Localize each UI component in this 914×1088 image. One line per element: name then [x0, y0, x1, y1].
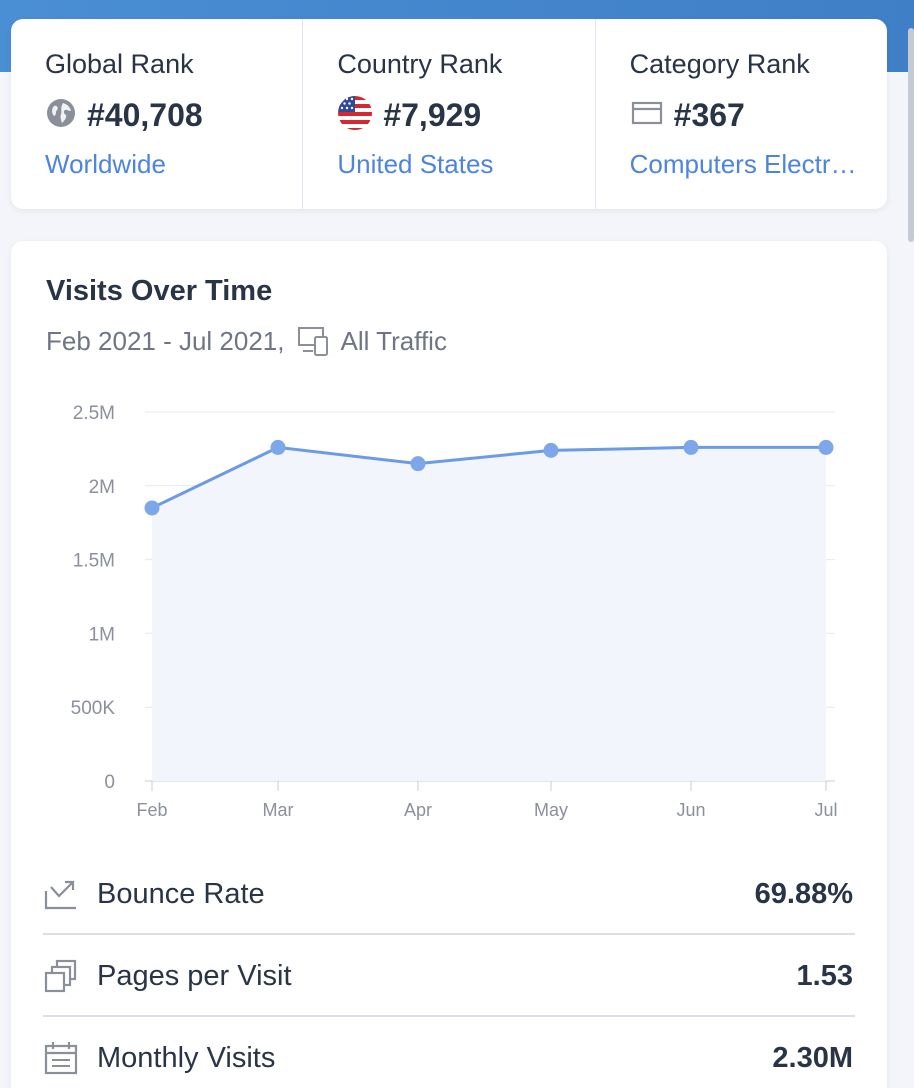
category-rank: Category Rank #367 Computers Electr…: [594, 19, 887, 209]
category-rank-title: Category Rank: [629, 49, 810, 79]
series-area: [152, 447, 826, 781]
scrollbar-thumb[interactable]: [908, 28, 914, 242]
country-rank: Country Rank: [302, 19, 594, 209]
x-tick-label: Mar: [263, 800, 294, 820]
data-point: [683, 439, 699, 455]
visits-chart: 0 500K 1M 1.5M 2M 2.5M Feb Mar Apr May Jun Jul: [71, 403, 838, 820]
pages-per-visit-label: Pages per Visit: [97, 959, 292, 992]
bounce-rate-label: Bounce Rate: [97, 877, 265, 910]
global-rank: Global Rank #40,708 Worldwide: [11, 19, 302, 209]
data-point: [270, 439, 286, 455]
pages-per-visit-row: Pages per Visit 1.53: [43, 935, 855, 1017]
category-link[interactable]: Computers Electr…: [629, 149, 857, 179]
united-states-link[interactable]: United States: [337, 149, 494, 179]
bounce-icon: [43, 877, 83, 911]
monthly-visits-label: Monthly Visits: [97, 1041, 276, 1074]
globe-icon: [45, 97, 77, 134]
bounce-rate-row: Bounce Rate 69.88%: [43, 853, 855, 935]
country-rank-value: #7,929: [383, 96, 482, 133]
worldwide-link[interactable]: Worldwide: [45, 149, 166, 179]
data-point: [410, 456, 426, 472]
date-range: Feb 2021 - Jul 2021,: [46, 325, 285, 356]
visits-subtitle: Feb 2021 - Jul 2021, All Traffic: [46, 325, 447, 357]
bounce-rate-value: 69.88%: [754, 877, 853, 910]
y-tick-label: 500K: [71, 698, 116, 719]
category-icon: [630, 98, 664, 133]
x-tick-label: Apr: [404, 800, 432, 820]
data-point: [818, 439, 834, 455]
global-rank-value: #40,708: [87, 96, 203, 133]
monthly-visits-value: 2.30M: [772, 1041, 853, 1074]
y-tick-label: 0: [104, 772, 115, 793]
y-tick-label: 1.5M: [73, 551, 115, 572]
calendar-icon: [43, 1040, 83, 1076]
rank-card: Global Rank #40,708 Worldwide Country Ra…: [11, 19, 887, 209]
country-rank-title: Country Rank: [337, 49, 503, 79]
x-tick-label: Feb: [136, 800, 167, 820]
category-rank-value: #367: [673, 96, 745, 133]
y-tick-label: 1M: [89, 624, 115, 645]
pages-icon: [43, 959, 83, 993]
pages-per-visit-value: 1.53: [796, 959, 853, 992]
traffic-filter[interactable]: All Traffic: [340, 325, 447, 356]
x-tick-label: May: [534, 800, 568, 820]
global-rank-title: Global Rank: [45, 49, 194, 79]
devices-icon: [297, 325, 331, 357]
y-tick-label: 2.5M: [73, 403, 115, 424]
data-point: [144, 500, 160, 516]
divider: [43, 1015, 855, 1017]
x-tick-label: Jul: [814, 800, 837, 820]
visits-card: Visits Over Time Feb 2021 - Jul 2021, Al…: [11, 241, 887, 1088]
y-tick-label: 2M: [89, 477, 115, 498]
data-point: [543, 442, 559, 458]
x-tick-label: Jun: [676, 800, 705, 820]
us-flag-icon: [337, 95, 373, 136]
divider: [43, 933, 855, 935]
monthly-visits-row: Monthly Visits 2.30M: [43, 1017, 855, 1088]
visits-title: Visits Over Time: [46, 275, 273, 307]
series-line: [151, 445, 826, 510]
